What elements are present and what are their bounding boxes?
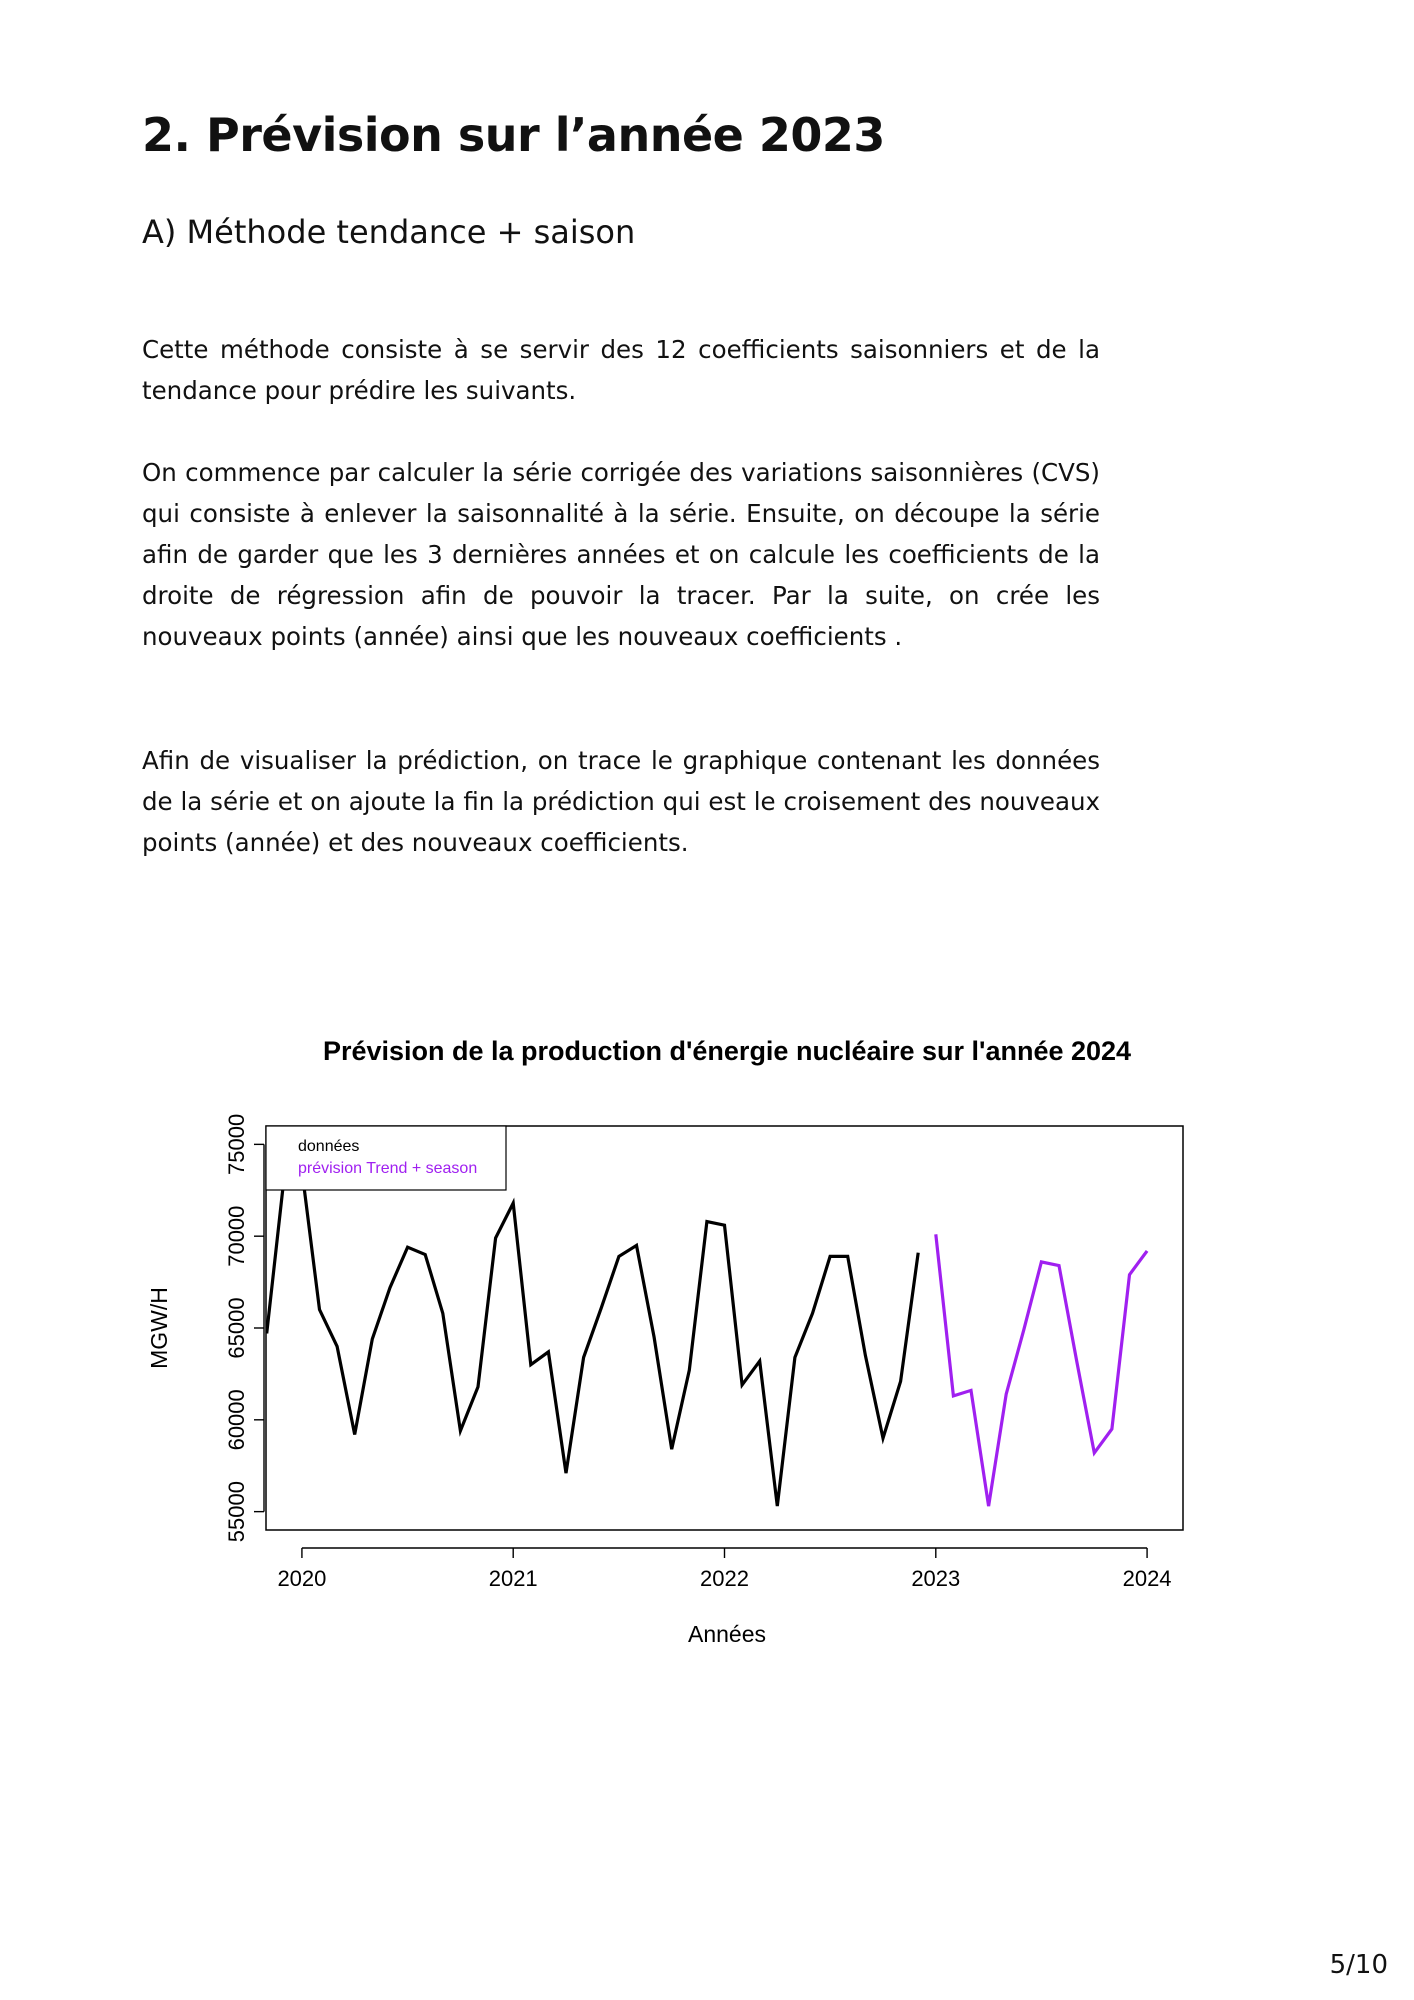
x-tick-label: 2024: [1123, 1566, 1172, 1591]
subsection-heading: A) Méthode tendance + saison: [142, 213, 636, 251]
x-axis: 2020 2021 2022 2023 2024: [277, 1547, 1172, 1591]
legend-box: [265, 1125, 507, 1191]
series-line-prevision: [934, 1234, 1149, 1507]
y-tick-label: 65000: [224, 1297, 249, 1358]
chart-title: Prévision de la production d'énergie nuc…: [323, 1036, 1131, 1066]
y-tick-label: 75000: [224, 1114, 249, 1175]
x-tick-label: 2022: [700, 1566, 749, 1591]
y-axis-label: MGW/H: [146, 1287, 172, 1369]
paragraph-procedure: On commence par calculer la série corrig…: [142, 458, 1100, 651]
section-heading: 2. Prévision sur l’année 2023: [142, 108, 885, 162]
paragraph-visualisation: Afin de visualiser la prédiction, on tra…: [142, 746, 1100, 857]
legend: données prévision Trend + season: [265, 1125, 507, 1191]
paragraph-method: Cette méthode consiste à se servir des 1…: [142, 335, 1100, 405]
x-tick-label: 2021: [489, 1566, 538, 1591]
forecast-chart: Prévision de la production d'énergie nuc…: [146, 1036, 1184, 1647]
x-tick-label: 2020: [277, 1566, 326, 1591]
y-tick-label: 70000: [224, 1206, 249, 1267]
page-number: 5/10: [1329, 1950, 1388, 1980]
y-tick-label: 60000: [224, 1389, 249, 1450]
legend-entry-donnees: données: [298, 1138, 359, 1155]
series-line-donnees: [266, 1168, 920, 1507]
y-tick-label: 55000: [224, 1481, 249, 1542]
series-layer: [266, 1168, 1149, 1507]
y-axis: 55000 60000 65000 70000 75000: [224, 1114, 265, 1542]
legend-entry-prevision: prévision Trend + season: [298, 1160, 477, 1177]
x-tick-label: 2023: [911, 1566, 960, 1591]
x-axis-label: Années: [688, 1621, 766, 1647]
